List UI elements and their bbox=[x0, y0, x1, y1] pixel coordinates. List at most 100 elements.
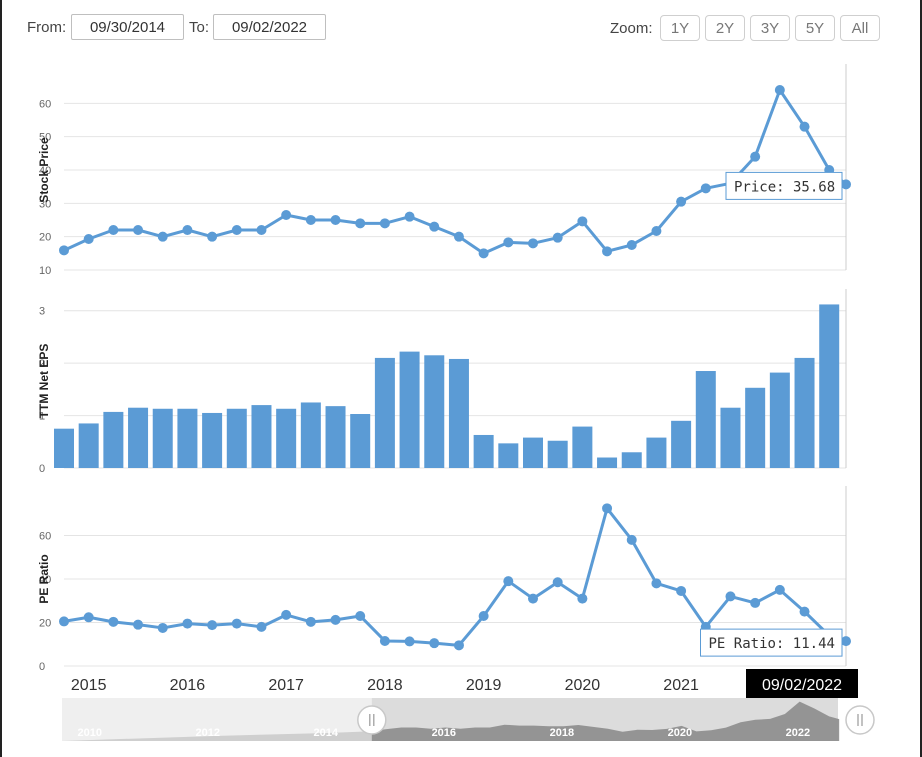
stock-price-panel: 10 20 30 40 50 60 Stock Price Price: 35.68 bbox=[37, 64, 851, 277]
stock-price-point bbox=[700, 183, 711, 194]
stock-price-tooltip-text: Price: 35.68 bbox=[734, 179, 835, 195]
stock-price-point bbox=[676, 196, 687, 207]
stock-price-point bbox=[429, 221, 440, 232]
pe-ratio-point bbox=[626, 534, 637, 545]
navigator-tick-label: 2020 bbox=[668, 727, 692, 739]
pe-ratio-point bbox=[59, 616, 69, 627]
navigator-left-handle[interactable] bbox=[357, 705, 387, 735]
stock-price-point bbox=[59, 245, 69, 256]
stock-price-ytick-label: 30 bbox=[39, 198, 51, 210]
ttm-net-eps-bar bbox=[646, 437, 667, 468]
stock-price-point bbox=[503, 237, 514, 248]
zoom-3y-button[interactable]: 3Y bbox=[750, 15, 790, 41]
from-label: From: bbox=[27, 19, 67, 36]
navigator-unselected-mask bbox=[62, 698, 372, 741]
ttm-net-eps-ytick-label: 0 bbox=[39, 463, 45, 475]
pe-ratio-point bbox=[355, 610, 366, 621]
stock-price-point bbox=[83, 234, 94, 244]
stock-price-point bbox=[330, 215, 341, 225]
x-axis-tick-label: 2019 bbox=[466, 677, 502, 694]
stock-price-ytick-label: 10 bbox=[39, 265, 51, 277]
pe-ratio-point bbox=[83, 612, 94, 623]
stock-price-point bbox=[108, 225, 119, 235]
navigator-tick-label: 2016 bbox=[432, 727, 456, 739]
stock-price-ytick-label: 20 bbox=[39, 232, 51, 244]
stock-price-point bbox=[774, 85, 785, 95]
ttm-net-eps-bar bbox=[325, 406, 346, 468]
ttm-net-eps-bar bbox=[769, 372, 790, 468]
stock-price-point bbox=[404, 211, 415, 222]
pe-ratio-point bbox=[157, 622, 168, 633]
pe-ratio-ytick-label: 0 bbox=[39, 661, 45, 673]
pe-ratio-tooltip-text: PE Ratio: 11.44 bbox=[709, 636, 835, 652]
ttm-net-eps-bar bbox=[276, 408, 297, 468]
ttm-net-eps-bar bbox=[621, 452, 642, 468]
ttm-net-eps-bar bbox=[103, 411, 124, 468]
pe-ratio-point bbox=[774, 584, 785, 595]
pe-ratio-panel: 0 20 40 60 PE Ratio PE Ratio: 11.44 bbox=[37, 486, 851, 673]
ttm-net-eps-bar bbox=[819, 304, 840, 468]
pe-ratio-point bbox=[231, 618, 242, 629]
zoom-all-button[interactable]: All bbox=[840, 15, 880, 41]
x-axis-tick-label: 2018 bbox=[367, 677, 403, 694]
stock-price-point bbox=[602, 246, 613, 257]
pe-ratio-point bbox=[799, 606, 810, 617]
pe-ratio-point bbox=[577, 593, 588, 604]
zoom-label: Zoom: bbox=[610, 20, 653, 37]
pe-ratio-point bbox=[841, 636, 851, 647]
ttm-net-eps-bar bbox=[523, 437, 544, 468]
stock-price-point bbox=[379, 218, 390, 229]
from-date-input[interactable] bbox=[71, 14, 184, 40]
to-date-input[interactable] bbox=[213, 14, 326, 40]
ttm-net-eps-bar bbox=[424, 355, 445, 468]
stock-price-axis-title: Stock Price bbox=[37, 137, 51, 203]
ttm-net-eps-bar bbox=[374, 357, 395, 468]
frame-right-border bbox=[920, 0, 922, 757]
navigator-area bbox=[62, 701, 840, 741]
pe-ratio-point bbox=[602, 503, 613, 514]
ttm-net-eps-bar bbox=[350, 414, 371, 468]
pe-ratio-point bbox=[676, 585, 687, 596]
ttm-net-eps-panel: 0 1 2 3 TTM Net EPS bbox=[37, 289, 847, 475]
stock-price-point bbox=[651, 226, 662, 236]
stock-price-ytick-label: 60 bbox=[39, 98, 51, 110]
ttm-net-eps-bar bbox=[572, 426, 593, 468]
stock-price-point bbox=[207, 231, 218, 242]
current-date-badge-text: 09/02/2022 bbox=[762, 677, 842, 694]
pe-ratio-point bbox=[503, 576, 514, 587]
pe-ratio-point bbox=[379, 635, 390, 646]
stock-price-ytick-label: 50 bbox=[39, 132, 51, 144]
zoom-2y-button[interactable]: 2Y bbox=[705, 15, 745, 41]
pe-ratio-axis-title: PE Ratio bbox=[37, 554, 51, 603]
navigator-right-handle[interactable] bbox=[845, 705, 875, 735]
ttm-net-eps-bar bbox=[78, 423, 99, 468]
pe-ratio-tooltip-box bbox=[700, 628, 843, 657]
stock-price-line bbox=[63, 88, 847, 255]
stock-price-tooltip-box bbox=[725, 171, 843, 200]
x-axis-tick-label: 2021 bbox=[663, 677, 699, 694]
pe-ratio-point bbox=[108, 616, 119, 627]
ttm-net-eps-bar bbox=[597, 457, 618, 468]
navigator-handle-knob bbox=[357, 705, 387, 735]
ttm-net-eps-bar bbox=[498, 443, 519, 468]
current-date-badge bbox=[746, 669, 858, 698]
stock-price-point bbox=[799, 121, 810, 132]
stock-price-ytick-label: 40 bbox=[39, 165, 51, 177]
pe-ratio-point bbox=[281, 609, 292, 620]
ttm-net-eps-bar bbox=[54, 428, 74, 468]
ttm-net-eps-axis-title: TTM Net EPS bbox=[37, 344, 51, 419]
to-label: To: bbox=[189, 19, 210, 36]
zoom-5y-button[interactable]: 5Y bbox=[795, 15, 835, 41]
navigator-handle-knob bbox=[845, 705, 875, 735]
ttm-net-eps-bar bbox=[128, 407, 149, 468]
pe-ratio-point bbox=[404, 636, 415, 647]
ttm-net-eps-bar bbox=[300, 402, 321, 468]
ttm-net-eps-bar bbox=[547, 440, 568, 468]
x-axis-tick-label: 2017 bbox=[268, 677, 304, 694]
ttm-net-eps-bar bbox=[473, 434, 494, 468]
pe-ratio-point bbox=[478, 610, 489, 621]
ttm-net-eps-bar bbox=[720, 407, 741, 468]
zoom-1y-button[interactable]: 1Y bbox=[660, 15, 700, 41]
ttm-net-eps-bar bbox=[399, 351, 420, 468]
